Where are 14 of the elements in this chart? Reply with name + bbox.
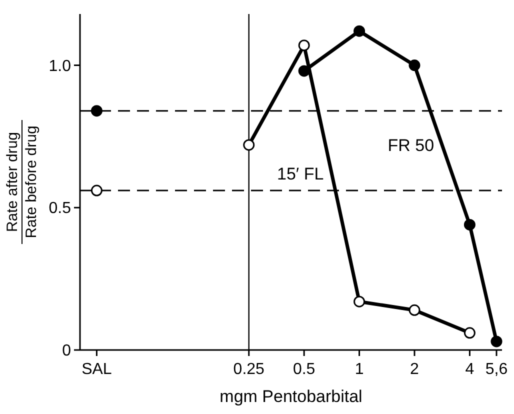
x-tick-label: 1 (354, 361, 364, 378)
x-tick-label: SAL (82, 361, 112, 378)
series-label: FR 50 (388, 136, 434, 155)
x-tick-label: 0.5 (292, 361, 316, 378)
y-axis-title: Rate after drug Rate before drug (4, 126, 40, 238)
x-tick-label: 2 (410, 361, 420, 378)
x-axis-title: mgm Pentobarbital (220, 387, 362, 406)
x-tick-label: 0.25 (233, 361, 265, 378)
y-tick-label: 1.0 (48, 58, 72, 75)
x-tick-label: 5,6 (485, 361, 508, 378)
y-tick-label: 0 (62, 342, 72, 360)
series-label: 15′ FL (277, 164, 324, 184)
x-tick-label: 4 (465, 361, 474, 378)
y-tick-label: 0.5 (48, 200, 72, 218)
